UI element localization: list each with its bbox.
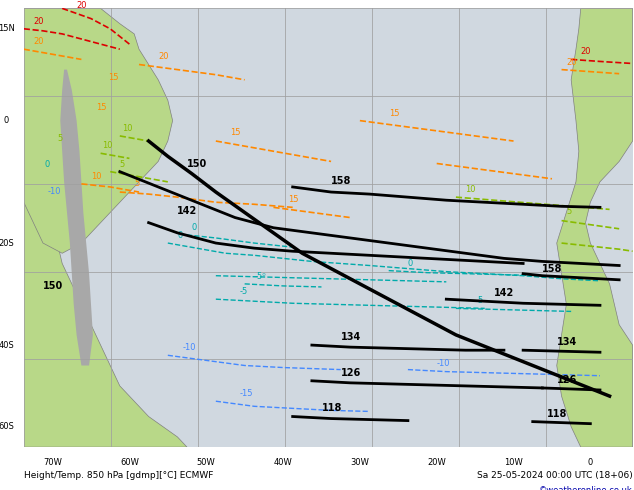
Text: 40S: 40S bbox=[0, 341, 15, 349]
Polygon shape bbox=[24, 8, 633, 447]
Polygon shape bbox=[24, 8, 172, 253]
Text: 20W: 20W bbox=[427, 459, 446, 467]
Text: 10: 10 bbox=[103, 141, 113, 150]
Text: 5: 5 bbox=[120, 160, 125, 169]
Text: 5: 5 bbox=[566, 207, 572, 217]
Text: ©weatheronline.co.uk: ©weatheronline.co.uk bbox=[539, 486, 633, 490]
Text: 10: 10 bbox=[465, 185, 476, 194]
Text: 15: 15 bbox=[230, 128, 241, 137]
Text: 0: 0 bbox=[588, 459, 593, 467]
Text: -5: -5 bbox=[475, 296, 483, 305]
Text: 20S: 20S bbox=[0, 239, 15, 247]
Text: 0: 0 bbox=[178, 231, 183, 240]
Text: 5: 5 bbox=[134, 179, 139, 188]
Text: 5: 5 bbox=[58, 134, 63, 143]
Text: 20: 20 bbox=[581, 48, 592, 56]
Text: 0: 0 bbox=[408, 259, 413, 268]
Text: 10: 10 bbox=[122, 124, 133, 133]
Text: 15: 15 bbox=[389, 108, 399, 118]
Text: -5: -5 bbox=[240, 287, 248, 296]
Text: 150: 150 bbox=[187, 159, 207, 169]
Text: 118: 118 bbox=[547, 409, 567, 418]
Text: -10: -10 bbox=[48, 187, 61, 196]
Text: 142: 142 bbox=[178, 206, 198, 217]
Text: 20: 20 bbox=[77, 1, 87, 10]
Text: 134: 134 bbox=[340, 332, 361, 342]
Text: 10: 10 bbox=[91, 172, 101, 181]
Text: 134: 134 bbox=[557, 337, 577, 347]
Polygon shape bbox=[557, 8, 633, 447]
Text: 15: 15 bbox=[96, 103, 107, 112]
Text: -5⁰: -5⁰ bbox=[254, 272, 266, 281]
Text: 0: 0 bbox=[45, 160, 50, 169]
Text: -10: -10 bbox=[182, 343, 196, 352]
Text: 60S: 60S bbox=[0, 422, 15, 431]
Text: 70W: 70W bbox=[43, 459, 62, 467]
Text: 126: 126 bbox=[340, 368, 361, 378]
Text: Height/Temp. 850 hPa [gdmp][°C] ECMWF: Height/Temp. 850 hPa [gdmp][°C] ECMWF bbox=[24, 471, 213, 480]
Text: 0: 0 bbox=[4, 116, 9, 125]
Text: 60W: 60W bbox=[120, 459, 139, 467]
Text: 158: 158 bbox=[331, 176, 351, 186]
Text: 150: 150 bbox=[43, 281, 63, 291]
Text: 142: 142 bbox=[495, 288, 515, 298]
Text: 10W: 10W bbox=[504, 459, 523, 467]
Text: 15: 15 bbox=[288, 195, 299, 204]
Text: -15: -15 bbox=[240, 389, 254, 398]
Polygon shape bbox=[60, 70, 93, 366]
Text: 50W: 50W bbox=[197, 459, 216, 467]
Text: 15: 15 bbox=[108, 73, 119, 82]
Text: 20: 20 bbox=[566, 57, 577, 67]
Text: 30W: 30W bbox=[351, 459, 370, 467]
Polygon shape bbox=[24, 8, 187, 447]
Text: 20: 20 bbox=[34, 37, 44, 46]
Text: 158: 158 bbox=[542, 264, 563, 273]
Text: 126: 126 bbox=[557, 375, 577, 385]
Text: 40W: 40W bbox=[274, 459, 292, 467]
Text: Sa 25-05-2024 00:00 UTC (18+06): Sa 25-05-2024 00:00 UTC (18+06) bbox=[477, 471, 633, 480]
Text: 0: 0 bbox=[192, 223, 197, 232]
Text: 118: 118 bbox=[321, 403, 342, 414]
Text: -10: -10 bbox=[437, 359, 450, 368]
Text: 20: 20 bbox=[34, 17, 44, 25]
Text: 15N: 15N bbox=[0, 24, 15, 33]
Text: 20: 20 bbox=[158, 52, 169, 61]
